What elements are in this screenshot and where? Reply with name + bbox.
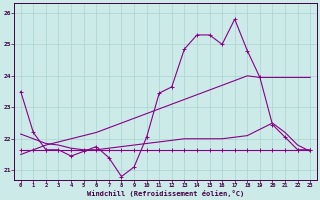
X-axis label: Windchill (Refroidissement éolien,°C): Windchill (Refroidissement éolien,°C) — [87, 190, 244, 197]
